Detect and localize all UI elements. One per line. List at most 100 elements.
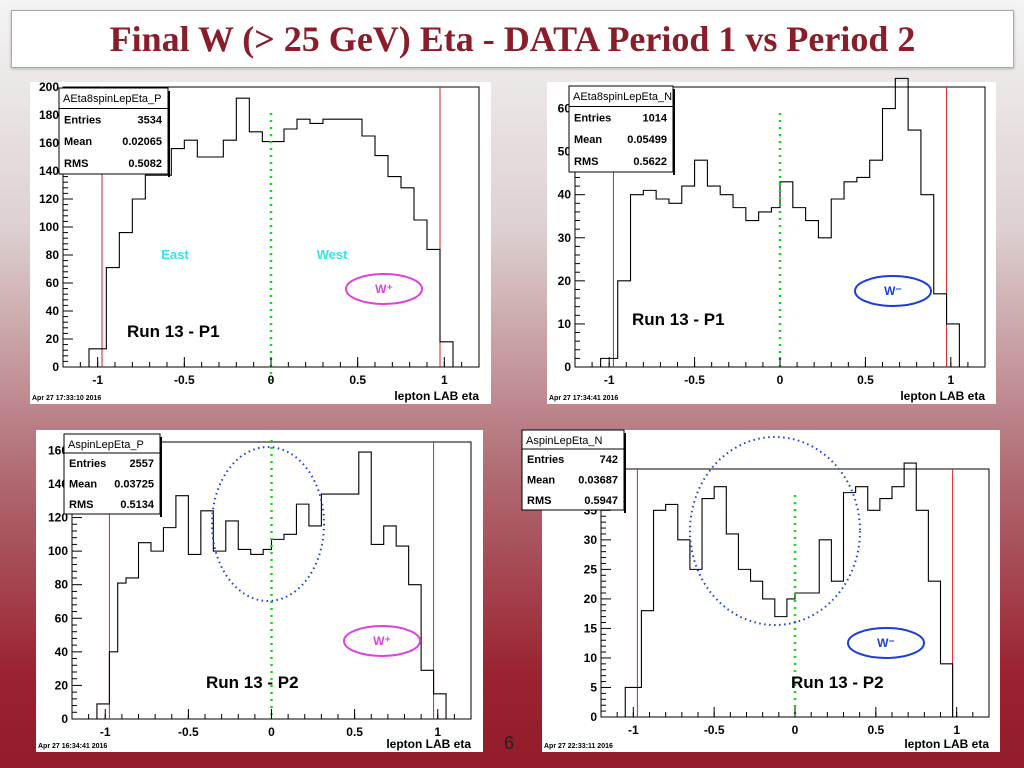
y-tick-label: 30 [558, 231, 572, 245]
y-tick-label: 120 [39, 192, 59, 206]
stats-label: Mean [574, 134, 602, 146]
y-tick-label: 20 [46, 332, 60, 346]
y-tick-label: 15 [584, 621, 598, 635]
stats-label: Entries [527, 454, 564, 466]
run-label: Run 13 - P2 [791, 673, 884, 692]
y-tick-label: 20 [558, 274, 572, 288]
y-tick-label: 180 [39, 108, 59, 122]
boson-label: W⁻ [877, 636, 895, 650]
x-tick-label: -1 [100, 725, 111, 739]
stats-label: Mean [69, 479, 97, 491]
x-axis-label: lepton LAB eta [394, 389, 479, 403]
stats-value: 742 [600, 454, 618, 466]
x-tick-label: 1 [441, 373, 448, 387]
y-tick-label: 80 [46, 248, 60, 262]
histogram-panel-1: 0 20 40 60 80 100 120 140 160 180 200 -1 -0.5 0 0.5 1 le… [30, 80, 491, 404]
x-axis-label: lepton LAB eta [904, 737, 989, 751]
x-tick-label: 0.5 [346, 725, 363, 739]
boson-ellipse [345, 273, 423, 305]
histogram-line [600, 77, 960, 367]
y-tick-label: 60 [558, 102, 572, 116]
histogram-panel-3: 0 20 40 60 80 100 120 140 160 -1 -0.5 0 0.5 1 lepton L… [36, 430, 483, 752]
stats-value: 0.03687 [578, 475, 618, 487]
slide-title: Final W (> 25 GeV) Eta - DATA Period 1 v… [109, 19, 916, 59]
histogram-name: AEta8spinLepEta_N [573, 91, 672, 103]
y-tick-label: 50 [558, 145, 572, 159]
stats-box-shadow [168, 91, 170, 177]
x-tick-label: 0 [777, 373, 784, 387]
x-tick-label: 1 [947, 373, 954, 387]
y-tick-label: 30 [584, 533, 598, 547]
stats-value: 0.02065 [122, 136, 162, 148]
stats-box: AEta8spinLepEta_N Entries 1014 Mean 0.05499 R… [568, 85, 675, 175]
x-tick-label: 0.5 [349, 373, 366, 387]
stats-value: 1014 [643, 112, 668, 124]
y-tick-label: 0 [52, 360, 59, 374]
histogram-line [96, 451, 447, 719]
stats-label: Mean [64, 136, 92, 148]
stats-label: Entries [69, 458, 106, 470]
stats-box: AEta8spinLepEta_P Entries 3534 Mean 0.02065 R… [58, 87, 170, 177]
y-tick-label: 10 [558, 317, 572, 331]
stats-box-shadow [624, 433, 626, 513]
boson-label: W⁺ [373, 634, 391, 648]
x-tick-label: 1 [953, 723, 960, 737]
y-tick-label: 0 [61, 712, 68, 726]
run-label: Run 13 - P2 [206, 673, 299, 692]
x-tick-label: -0.5 [174, 373, 195, 387]
y-tick-label: 120 [48, 511, 68, 525]
boson-ellipse [847, 627, 925, 659]
histogram-name: AEta8spinLepEta_P [63, 93, 161, 105]
run-label: Run 13 - P1 [632, 310, 725, 329]
y-tick-label: 40 [46, 304, 60, 318]
y-tick-label: 140 [48, 477, 68, 491]
x-tick-label: 0.5 [857, 373, 874, 387]
stats-box-shadow [160, 437, 162, 517]
x-tick-label: 0 [268, 725, 275, 739]
histogram-svg: 0 20 40 60 80 100 120 140 160 180 200 -1 -0.5 0 0.5 1 le… [32, 80, 480, 403]
y-tick-label: 20 [584, 592, 598, 606]
y-tick-label: 100 [48, 544, 68, 558]
region-label: East [161, 247, 189, 262]
stats-box: AspinLepEta_N Entries 742 Mean 0.03687 RMS 0.5… [521, 429, 626, 513]
boson-ellipse [854, 275, 932, 307]
region-label: West [317, 247, 348, 262]
x-tick-label: 1 [434, 725, 441, 739]
x-tick-label: -1 [628, 723, 639, 737]
stats-box-shadow [673, 89, 675, 175]
x-axis-label: lepton LAB eta [386, 737, 471, 751]
stats-value: 0.5134 [120, 499, 155, 511]
y-tick-label: 200 [39, 80, 59, 94]
stats-box-frame [568, 85, 674, 173]
histogram-name: AspinLepEta_N [526, 435, 602, 447]
y-tick-label: 25 [584, 562, 598, 576]
stats-label: RMS [64, 158, 88, 170]
stats-label: RMS [527, 495, 551, 507]
y-tick-label: 20 [55, 678, 69, 692]
stats-value: 2557 [130, 458, 154, 470]
x-tick-label: -0.5 [704, 723, 725, 737]
boson-ellipse [343, 625, 421, 657]
y-tick-label: 160 [48, 443, 68, 457]
page-number: 6 [504, 733, 515, 753]
timestamp: Apr 27 16:34:41 2016 [38, 743, 107, 750]
stats-label: Entries [574, 112, 611, 124]
stats-label: RMS [574, 156, 598, 168]
boson-label: W⁺ [375, 282, 393, 296]
x-tick-label: -0.5 [178, 725, 199, 739]
histogram-panel-2: 0 10 20 30 40 50 60 -1 -0.5 0 0.5 1 lepton LAB eta Ap… [547, 77, 996, 404]
x-tick-label: 0.5 [867, 723, 884, 737]
x-axis-label: lepton LAB eta [900, 389, 985, 403]
y-tick-label: 160 [39, 136, 59, 150]
slide-title-box: Final W (> 25 GeV) Eta - DATA Period 1 v… [11, 10, 1014, 68]
stats-box: AspinLepEta_P Entries 2557 Mean 0.03725 RMS 0.… [63, 433, 162, 517]
stats-value: 0.03725 [114, 479, 154, 491]
x-tick-label: -1 [92, 373, 103, 387]
y-tick-label: 140 [39, 164, 59, 178]
x-tick-label: 0 [792, 723, 799, 737]
stats-label: Entries [64, 114, 101, 126]
timestamp: Apr 27 17:34:41 2016 [549, 395, 618, 402]
